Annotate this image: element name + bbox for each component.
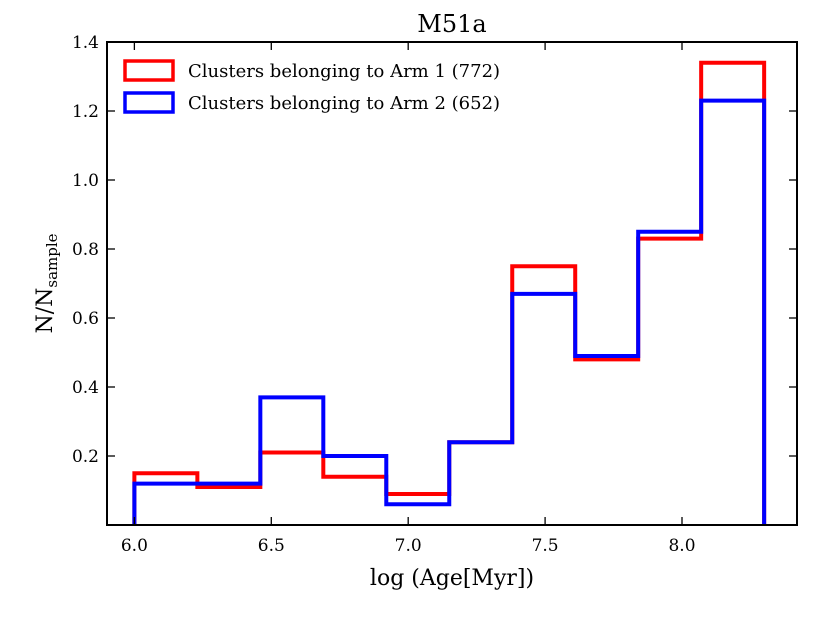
series-layer (132, 60, 767, 525)
legend-label-arm-2: Clusters belonging to Arm 2 (652) (188, 93, 500, 114)
y-tick-label: 1.4 (72, 33, 99, 53)
y-axis-label: N/Nsample (33, 233, 61, 333)
y-axis-label-subscript: sample (43, 233, 61, 287)
y-tick-label: 0.2 (72, 447, 99, 467)
y-tick-label: 0.4 (72, 378, 99, 398)
y-tick-label: 0.8 (72, 240, 99, 260)
y-tick-label: 1.2 (72, 102, 99, 122)
x-tick-label: 8.0 (668, 536, 695, 556)
series-line-arm-2 (132, 98, 767, 525)
x-tick-label: 7.5 (532, 536, 559, 556)
x-tick-label: 6.0 (121, 536, 148, 556)
chart-title: M51a (417, 10, 486, 38)
legend-swatch-arm-2 (123, 91, 175, 114)
y-axis-label-main: N/N (33, 288, 58, 334)
legend-swatch-arm-1 (123, 59, 175, 82)
legend: Clusters belonging to Arm 1 (772) Cluster… (123, 59, 500, 114)
x-tick-label: 7.0 (395, 536, 422, 556)
axes-layer: 6.0 6.5 7.0 7.5 8.0 0.2 0.4 0.6 0.8 1.0 1.2 1.4 (72, 33, 798, 556)
y-tick-label: 1.0 (72, 171, 99, 191)
x-tick-label: 6.5 (258, 536, 285, 556)
plot-frame (106, 41, 798, 526)
x-axis-label: log (Age[Myr]) (370, 566, 534, 591)
legend-label-arm-1: Clusters belonging to Arm 1 (772) (188, 61, 500, 82)
y-tick-label: 0.6 (72, 309, 99, 329)
